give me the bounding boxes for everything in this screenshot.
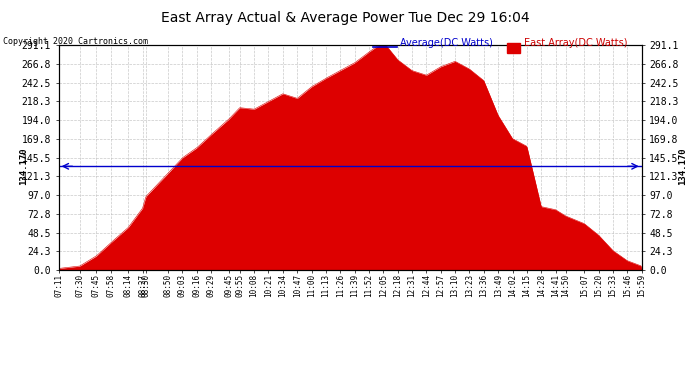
Text: Average(DC Watts): Average(DC Watts) [400,38,493,48]
Text: 134.170: 134.170 [678,147,687,185]
Text: East Array Actual & Average Power Tue Dec 29 16:04: East Array Actual & Average Power Tue De… [161,11,529,25]
Text: East Array(DC Watts): East Array(DC Watts) [524,38,628,48]
Text: Copyright 2020 Cartronics.com: Copyright 2020 Cartronics.com [3,38,148,46]
Text: 134.170: 134.170 [19,147,28,185]
